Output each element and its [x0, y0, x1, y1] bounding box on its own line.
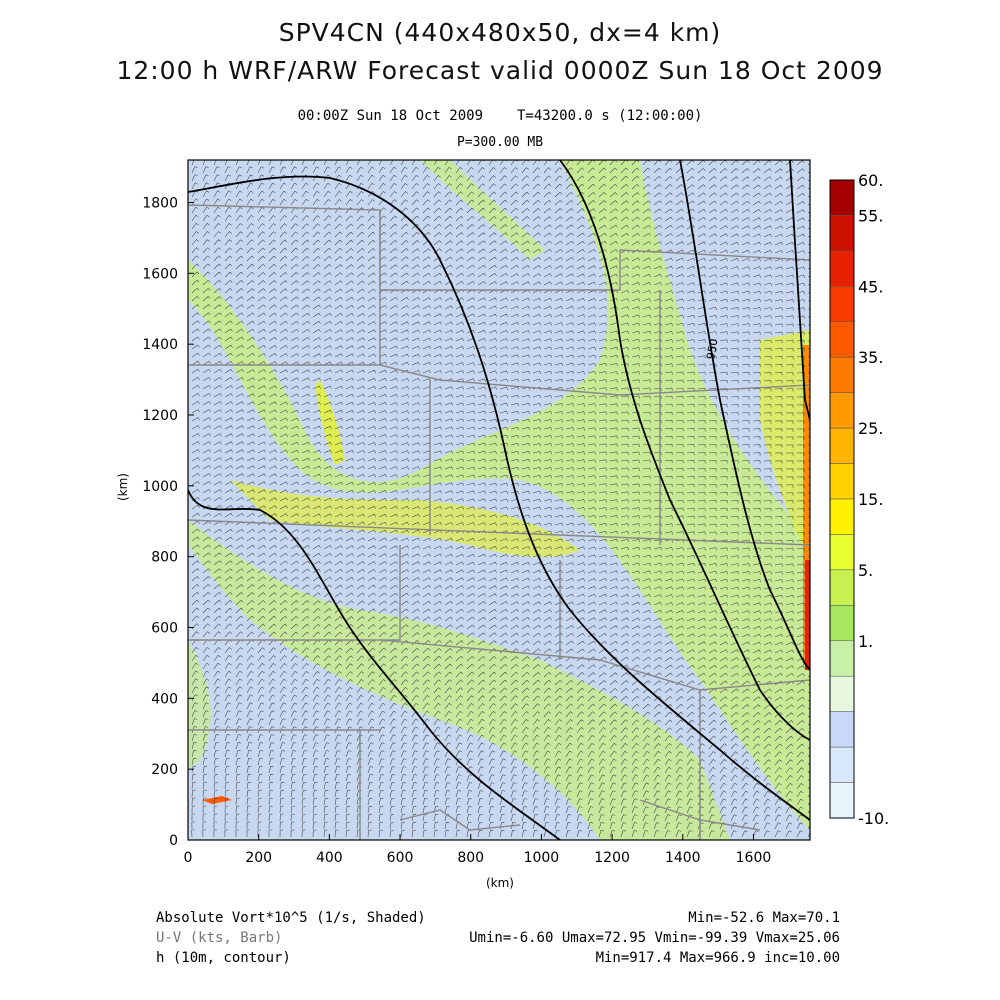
y-tick-label: 600: [151, 621, 178, 637]
x-tick-label: 1000: [524, 850, 560, 866]
colorbar-label: -10.: [858, 809, 889, 828]
wind-legend: U-V (kts, Barb): [156, 930, 283, 946]
contour-label: 950: [704, 338, 720, 361]
x-tick-label: 1400: [665, 850, 701, 866]
x-tick-label: 200: [245, 850, 272, 866]
colorbar-swatch: [829, 711, 855, 748]
state-boundary: [188, 519, 810, 546]
colorbar-swatch: [829, 356, 855, 393]
vorticity-region: [230, 480, 580, 557]
y-tick-label: 1600: [142, 266, 178, 282]
colorbar-swatch: [829, 179, 855, 216]
vorticity-legend: Absolute Vort*10^5 (1/s, Shaded): [156, 910, 426, 926]
elapsed-time: T=43200.0 s (12:00:00): [517, 108, 703, 124]
colorbar-label: 5.: [858, 561, 873, 580]
y-tick-label: 0: [169, 833, 178, 849]
colorbar: 60. 55. 45. 35. 25. 15. 5. 1. -10.: [829, 171, 889, 828]
axis-ticks: 0 200 400 600 800 1000 1200 1400 1600 0 200 400 600 8…: [142, 196, 771, 867]
colorbar-swatch: [829, 605, 855, 642]
colorbar-swatch: [829, 286, 855, 323]
x-tick-label: 0: [184, 850, 193, 866]
vorticity-region: [188, 520, 730, 840]
colorbar-swatch: [829, 569, 855, 606]
colorbar-label: 35.: [858, 348, 883, 367]
colorbar-label: 55.: [858, 206, 883, 225]
state-boundary: [188, 204, 810, 291]
wind-barbs: [191, 160, 810, 838]
x-tick-label: 1200: [594, 850, 630, 866]
height-stats: Min=917.4 Max=966.9 inc=10.00: [595, 950, 840, 966]
colorbar-swatch: [829, 250, 855, 287]
colorbar-swatch: [829, 782, 855, 819]
colorbar-swatch: [829, 675, 855, 712]
y-axis-label: (km): [116, 473, 130, 502]
plot-title-line1: SPV4CN (440x480x50, dx=4 km): [278, 18, 722, 47]
time-info: 00:00Z Sun 18 Oct 2009 T=43200.0 s (12:00…: [0, 108, 1000, 124]
colorbar-swatch: [829, 640, 855, 677]
colorbar-swatch: [829, 215, 855, 252]
colorbar-label: 60.: [858, 171, 883, 190]
colorbar-swatch: [829, 321, 855, 358]
colorbar-swatch: [829, 427, 855, 464]
colorbar-label: 1.: [858, 632, 873, 651]
vorticity-max-core: [805, 560, 810, 670]
height-contour: [789, 160, 810, 421]
colorbar-swatch: [829, 498, 855, 535]
y-tick-label: 800: [151, 550, 178, 566]
height-contour: [559, 160, 810, 741]
colorbar-swatch: [829, 746, 855, 783]
colorbar-swatch: [829, 463, 855, 500]
x-axis-label: (km): [485, 876, 514, 890]
state-boundary: [379, 639, 810, 691]
state-boundary: [188, 545, 401, 641]
y-tick-label: 400: [151, 691, 178, 707]
vorticity-region: [188, 160, 810, 830]
y-tick-label: 200: [151, 762, 178, 778]
valid-time: 00:00Z Sun 18 Oct 2009: [297, 108, 483, 124]
wind-stats: Umin=-6.60 Umax=72.95 Vmin=-99.39 Vmax=2…: [469, 930, 840, 946]
y-tick-label: 1800: [142, 196, 178, 212]
x-tick-label: 600: [387, 850, 414, 866]
wind-barb-field: [191, 160, 810, 838]
y-tick-label: 1200: [142, 408, 178, 424]
y-tick-label: 1000: [142, 479, 178, 495]
vorticity-max-band: [803, 345, 810, 665]
state-boundaries: [188, 204, 810, 840]
colorbar-frame: [829, 179, 855, 819]
pressure-level: P=300.00 MB: [456, 135, 544, 150]
colorbar-label: 25.: [858, 419, 883, 438]
x-tick-label: 800: [457, 850, 484, 866]
plot-title-line2: 12:00 h WRF/ARW Forecast valid 0000Z Sun…: [116, 56, 884, 85]
x-tick-label: 1600: [736, 850, 772, 866]
vorticity-spot: [202, 796, 232, 804]
colorbar-swatch: [829, 534, 855, 571]
state-boundary: [188, 364, 810, 396]
x-tick-label: 400: [316, 850, 343, 866]
height-contours: [188, 160, 810, 840]
height-contour: [188, 175, 810, 821]
height-contour: [188, 489, 561, 840]
vorticity-shading: [188, 160, 810, 840]
colorbar-label: 45.: [858, 277, 883, 296]
state-boundary: [399, 809, 521, 831]
y-tick-label: 1400: [142, 337, 178, 353]
height-contour: [679, 160, 810, 671]
state-boundary: [639, 799, 761, 831]
vorticity-stats: Min=-52.6 Max=70.1: [688, 910, 840, 926]
colorbar-swatch: [829, 392, 855, 429]
height-legend: h (10m, contour): [156, 950, 291, 966]
vorticity-region: [188, 640, 211, 770]
plot-frame: [187, 159, 811, 841]
colorbar-label: 15.: [858, 490, 883, 509]
